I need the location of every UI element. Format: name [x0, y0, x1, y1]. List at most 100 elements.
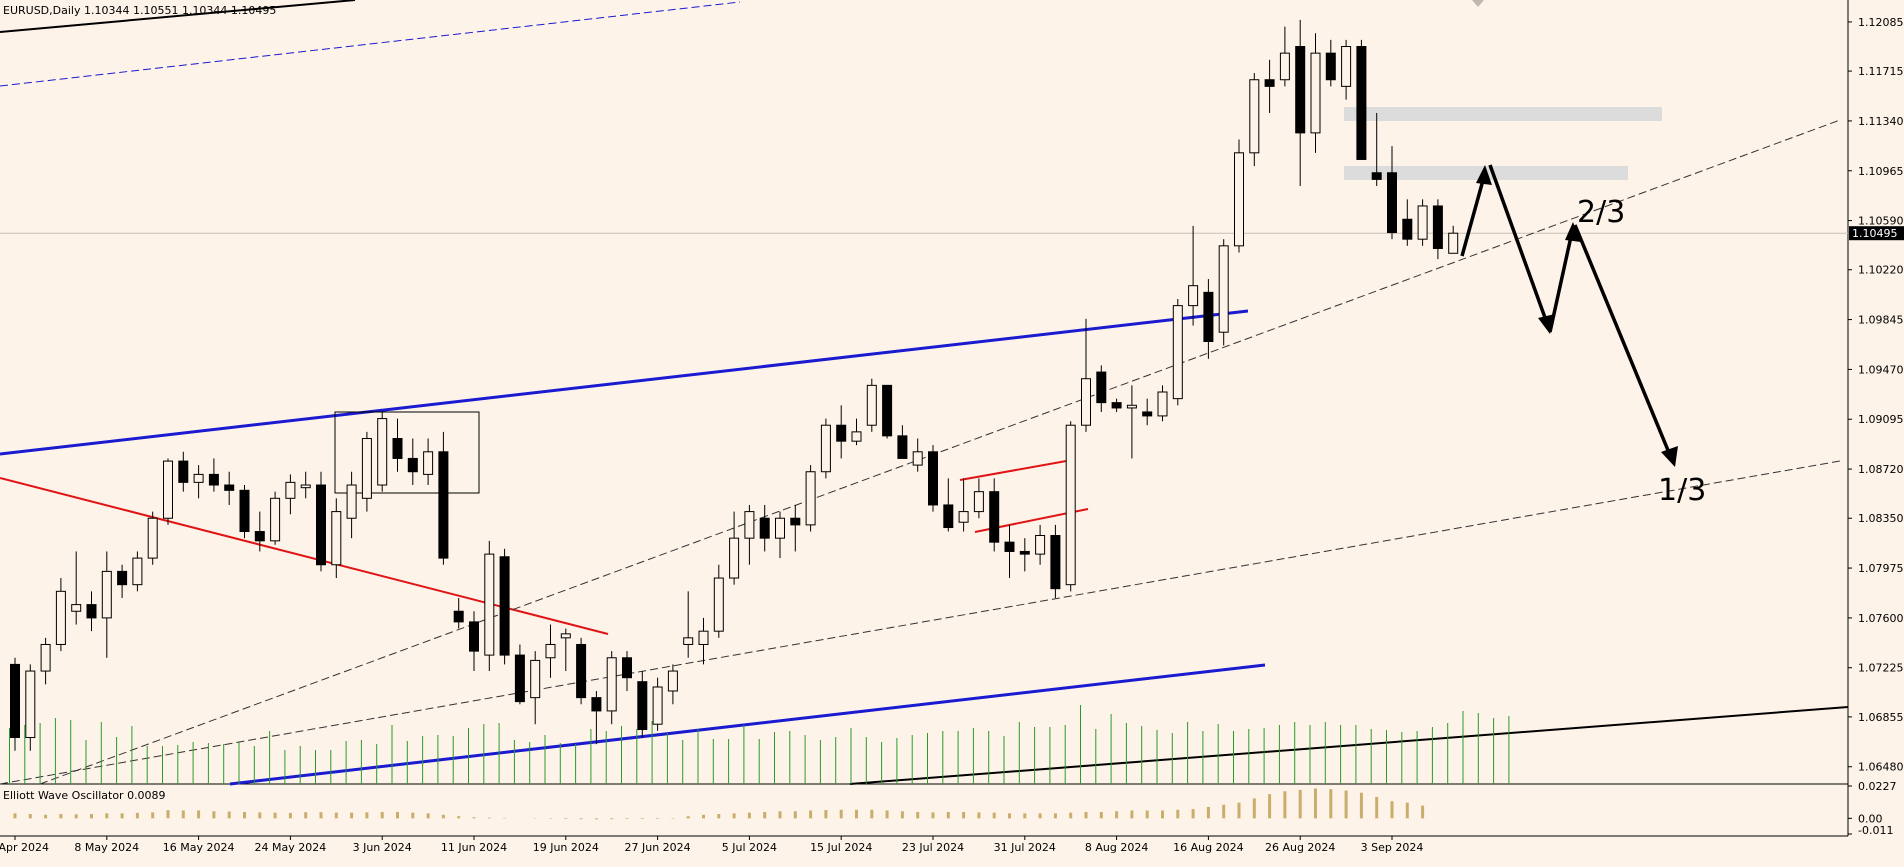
oscillator-tick-label: 0.0227 — [1858, 780, 1897, 793]
consolidation-box — [334, 411, 480, 494]
candle-body-bear — [1264, 79, 1275, 87]
candle-body-bear — [254, 531, 265, 542]
candle-body-bull — [851, 431, 862, 442]
candle — [836, 405, 847, 459]
candle — [423, 438, 434, 486]
candle-body-bear — [897, 435, 908, 459]
candle — [101, 551, 112, 658]
candle-body-bull — [163, 460, 173, 519]
candle — [576, 637, 587, 705]
candle-body-bear — [928, 451, 938, 506]
candle — [208, 458, 219, 492]
price-tick-label: 1.11340 — [1858, 115, 1904, 128]
price-tick-label: 1.08350 — [1858, 512, 1904, 525]
volume-bars — [9, 705, 1510, 784]
price-tick-label: 1.10220 — [1858, 264, 1904, 277]
date-tick-label: 24 May 2024 — [255, 841, 327, 854]
candle-body-bear — [1402, 218, 1413, 240]
candle-body-bull — [1065, 424, 1076, 586]
candle-body-bear — [1019, 550, 1030, 555]
forecast-arrowhead-4 — [1661, 446, 1678, 467]
candle — [1387, 146, 1397, 240]
candle-body-bear — [1387, 172, 1397, 234]
candle — [989, 478, 1000, 552]
candle — [1371, 112, 1382, 187]
date-tick-label: 16 May 2024 — [163, 841, 235, 854]
candle-body-bull — [147, 517, 158, 559]
candle — [1188, 225, 1199, 326]
candle — [1126, 385, 1137, 459]
candle — [652, 677, 663, 731]
forecast-leg-4 — [1573, 224, 1674, 461]
forecast-path — [1460, 164, 1678, 467]
forecast-leg-1 — [1460, 172, 1487, 257]
date-tick-label: 8 May 2024 — [74, 841, 139, 854]
price-tick-label: 1.07225 — [1858, 662, 1904, 675]
candle — [958, 478, 969, 532]
candle-body-bull — [683, 637, 694, 645]
trendline-blue-dashed-top — [0, 1, 741, 87]
candle — [545, 624, 556, 678]
candle-body-bull — [1417, 205, 1428, 240]
candle — [851, 418, 862, 446]
candle — [453, 597, 464, 629]
candle-body-bear — [1203, 291, 1214, 343]
candle — [1019, 538, 1030, 572]
candle — [1310, 33, 1321, 153]
candle-body-bear — [1111, 402, 1122, 409]
candle-body-bull — [606, 657, 617, 712]
candle — [1172, 298, 1183, 406]
candle — [1402, 199, 1413, 246]
candle — [606, 651, 617, 725]
candle — [132, 551, 143, 592]
candle-body-bull — [775, 517, 785, 539]
forecast-arrowhead-3 — [1565, 222, 1581, 242]
candle-body-bear — [453, 610, 464, 623]
candle-body-bear — [1142, 411, 1153, 417]
candle-body-bull — [1157, 391, 1168, 417]
candle-body-bull — [377, 418, 388, 486]
candle — [224, 471, 235, 505]
candle-body-bear — [882, 384, 893, 437]
candle-body-bull — [361, 438, 372, 499]
candle-body-bull — [101, 570, 112, 619]
candle — [1325, 39, 1336, 87]
candle — [147, 511, 158, 565]
candle — [698, 617, 709, 665]
candle — [1341, 39, 1352, 100]
red-flag-upper — [959, 459, 1073, 481]
date-tick-label: 31 Jul 2024 — [994, 841, 1056, 854]
candle — [300, 471, 311, 499]
trendline-blue-upper-channel — [0, 309, 1249, 456]
price-axis: 1.12085 1.11715 1.11340 1.10965 1.10590 1.102… — [1848, 16, 1904, 774]
price-tick-label: 1.08720 — [1858, 463, 1904, 476]
candle — [1264, 59, 1275, 113]
candle-body-bull — [1234, 152, 1244, 247]
candle — [1142, 398, 1153, 426]
candle — [1295, 19, 1306, 187]
candle — [40, 637, 51, 685]
forecast-leg-2 — [1488, 164, 1550, 327]
candle-body-bear — [10, 663, 20, 738]
price-tick-label: 1.10590 — [1858, 215, 1904, 228]
candle — [514, 644, 525, 705]
candle-body-bull — [545, 643, 556, 659]
candle — [377, 411, 388, 492]
candle-body-bull — [973, 491, 984, 513]
candle — [759, 504, 770, 552]
price-tick-label: 1.12085 — [1858, 16, 1904, 29]
date-tick-label: 8 Aug 2024 — [1085, 841, 1148, 854]
candle — [775, 511, 785, 559]
oscillator-axis: 0.0227 0.00-0.011 — [1848, 780, 1897, 837]
candle — [392, 418, 403, 472]
candle-body-bear — [208, 473, 219, 486]
candles — [10, 19, 1459, 751]
candle-body-bull — [713, 577, 724, 632]
candle-body-bear — [117, 570, 128, 586]
candle-body-bull — [346, 484, 357, 519]
candle — [178, 451, 189, 492]
candle — [729, 511, 740, 585]
annotation-one-third: 1/3 — [1658, 473, 1706, 508]
candle — [1035, 524, 1046, 565]
